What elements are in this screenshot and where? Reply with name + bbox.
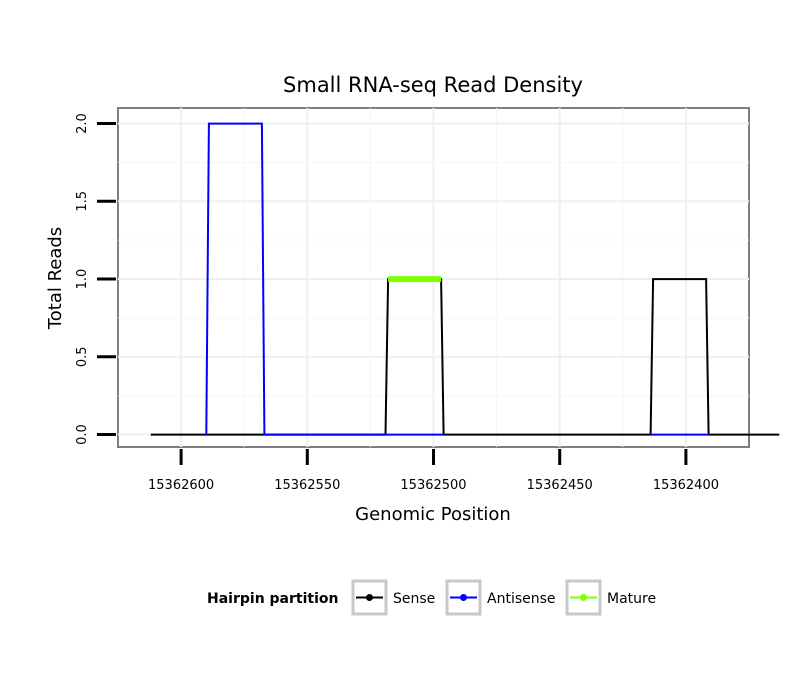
legend: Hairpin partition Sense Antisense Mature <box>207 579 656 616</box>
series-line-antisense <box>205 122 444 436</box>
legend-key-point <box>366 594 373 601</box>
y-axis: 0.0 0.5 1.0 1.5 2.0 <box>75 113 116 445</box>
y-tick-label: 0.0 <box>75 424 90 445</box>
legend-label: Sense <box>393 591 435 607</box>
x-tick-label: 15362400 <box>653 478 719 493</box>
x-tick-label: 15362550 <box>274 478 340 493</box>
legend-item-antisense: Antisense <box>445 579 556 616</box>
x-axis-title: Genomic Position <box>355 504 511 525</box>
x-axis: 15362600 15362550 15362500 15362450 15362400 <box>148 449 719 493</box>
legend-key-point <box>580 594 587 601</box>
legend-item-sense: Sense <box>351 579 435 616</box>
series-line-sense <box>150 278 780 436</box>
y-tick-label: 2.0 <box>75 113 90 134</box>
legend-label: Mature <box>607 591 656 607</box>
legend-key-point <box>460 594 467 601</box>
series-lines <box>150 122 780 436</box>
y-tick-label: 1.5 <box>75 191 90 212</box>
chart-title: Small RNA-seq Read Density <box>283 73 583 97</box>
legend-title: Hairpin partition <box>207 591 338 607</box>
y-axis-title: Total Reads <box>45 227 66 330</box>
x-tick-label: 15362500 <box>400 478 466 493</box>
y-tick-label: 1.0 <box>75 269 90 290</box>
legend-item-mature: Mature <box>565 579 656 616</box>
x-tick-label: 15362450 <box>527 478 593 493</box>
y-tick-label: 0.5 <box>75 346 90 367</box>
legend-label: Antisense <box>487 591 556 607</box>
x-tick-label: 15362600 <box>148 478 214 493</box>
